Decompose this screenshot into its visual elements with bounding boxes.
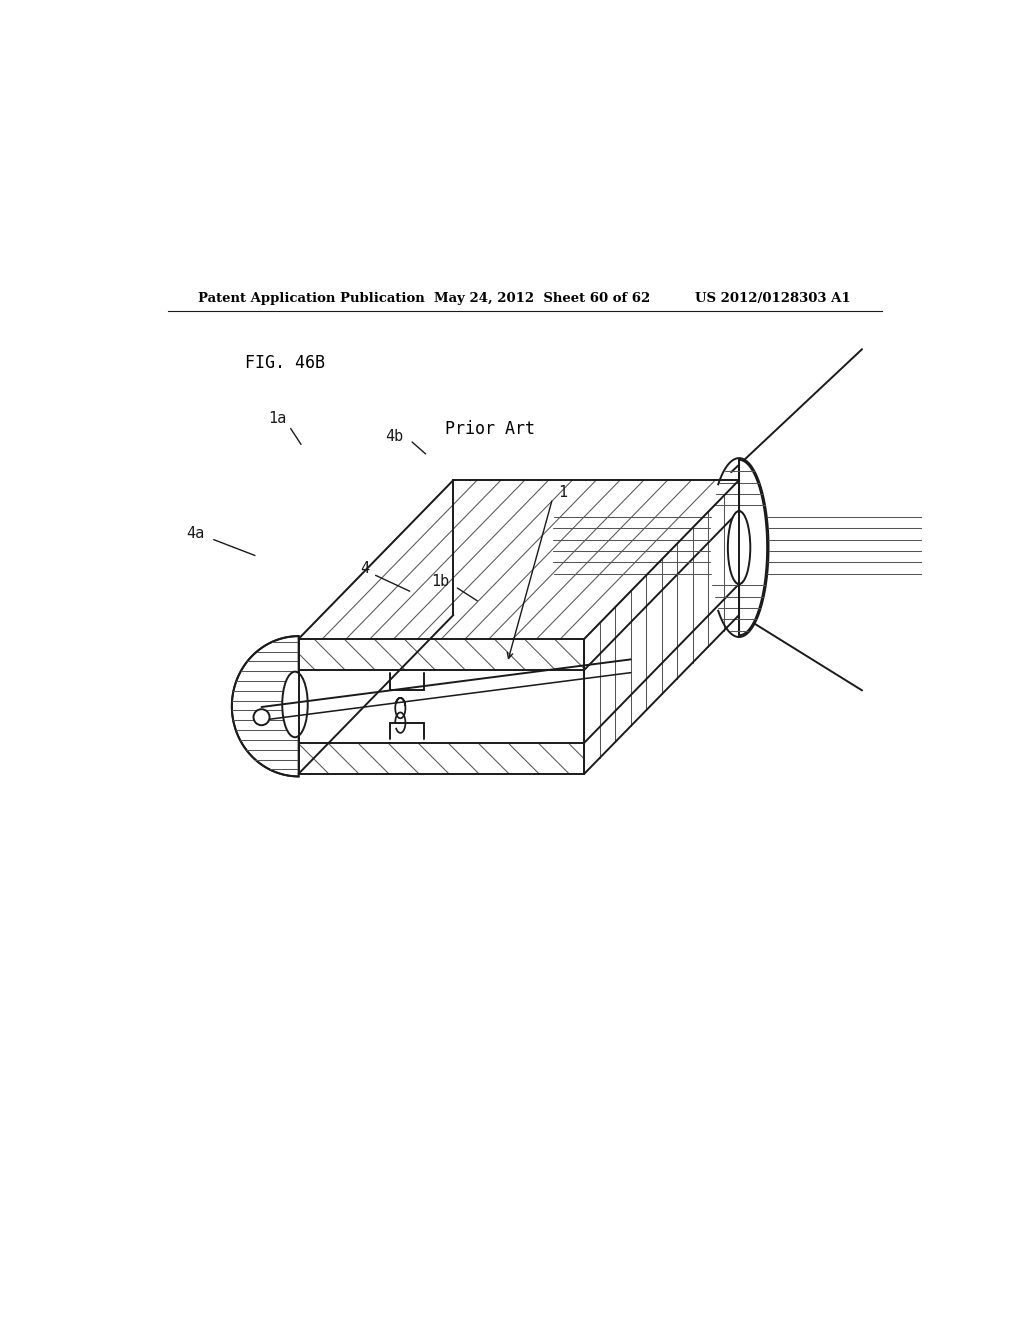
Text: 4a: 4a [186,525,205,541]
Circle shape [254,709,269,725]
Polygon shape [299,669,585,743]
Polygon shape [739,459,767,635]
Text: May 24, 2012  Sheet 60 of 62: May 24, 2012 Sheet 60 of 62 [433,292,650,305]
Text: Prior Art: Prior Art [445,420,536,437]
Polygon shape [585,480,739,774]
Ellipse shape [283,672,308,738]
Ellipse shape [728,511,751,583]
Text: Patent Application Publication: Patent Application Publication [198,292,425,305]
Text: 1b: 1b [431,574,449,589]
Text: 4b: 4b [385,429,403,444]
Text: FIG. 46B: FIG. 46B [246,355,326,372]
Polygon shape [231,636,299,776]
Ellipse shape [729,511,750,583]
Text: 1: 1 [558,484,567,499]
Polygon shape [299,480,739,639]
Text: 1a: 1a [268,412,287,426]
Text: US 2012/0128303 A1: US 2012/0128303 A1 [695,292,851,305]
Text: 4: 4 [359,561,369,577]
Polygon shape [299,639,585,774]
